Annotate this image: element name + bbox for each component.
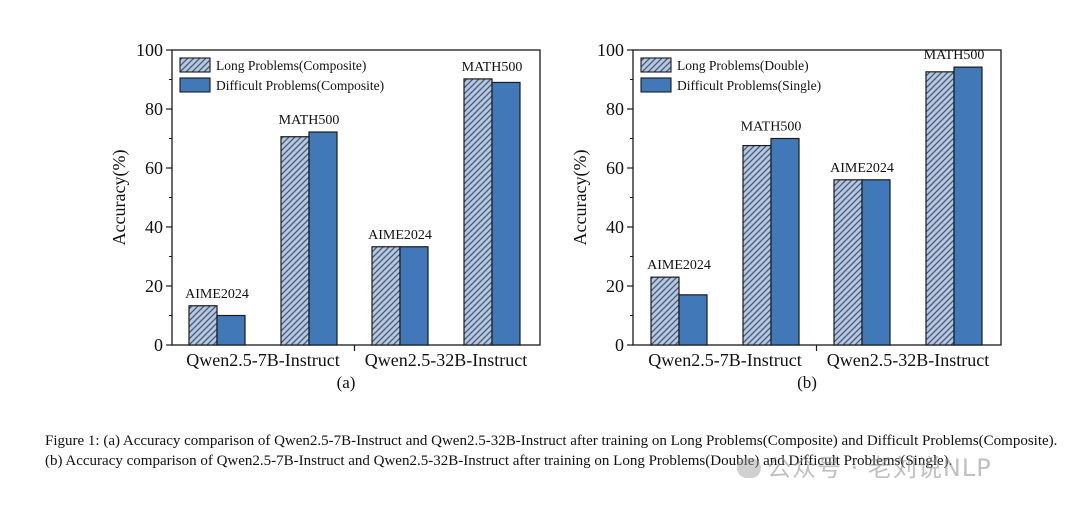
legend-swatch-hatched xyxy=(640,57,672,73)
bar-solid xyxy=(953,66,983,346)
y-tick-label: 60 xyxy=(145,158,163,178)
category-label: AIME2024 xyxy=(185,287,249,302)
chart-panel-b: 0 20 40 60 80 100 Accuracy(%) AIME2024 MATH500 AI… xyxy=(570,40,1002,392)
category-label: AIME2024 xyxy=(830,161,894,176)
x-group-label: Qwen2.5-32B-Instruct xyxy=(365,350,527,370)
category-label: MATH500 xyxy=(741,120,802,135)
category-label: MATH500 xyxy=(279,113,340,128)
y-tick-label: 20 xyxy=(606,276,624,296)
bar-solid xyxy=(678,294,708,346)
bar-hatched xyxy=(463,78,493,346)
legend-swatch-solid xyxy=(179,77,211,93)
y-tick-label: 20 xyxy=(145,276,163,296)
watermark-text: 公众号 · 老刘说NLP xyxy=(767,454,992,482)
x-group-label: Qwen2.5-32B-Instruct xyxy=(827,350,989,370)
y-tick-label: 100 xyxy=(597,40,624,60)
category-label: MATH500 xyxy=(924,48,985,63)
y-tick-label: 40 xyxy=(606,217,624,237)
category-label: AIME2024 xyxy=(647,258,711,273)
y-axis-label: Accuracy(%) xyxy=(109,150,130,246)
figure-caption: Figure 1: (a) Accuracy comparison of Qwe… xyxy=(45,433,1058,469)
panel-label: (a) xyxy=(337,373,356,392)
category-label: MATH500 xyxy=(462,60,523,75)
panel-label: (b) xyxy=(797,373,817,392)
y-tick-label: 100 xyxy=(136,40,163,60)
y-tick-label: 80 xyxy=(145,99,163,119)
bar-solid xyxy=(770,137,800,346)
y-tick-label: 40 xyxy=(145,217,163,237)
y-tick-label: 0 xyxy=(154,335,163,355)
legend-label: Long Problems(Composite) xyxy=(216,58,366,73)
x-group-label: Qwen2.5-7B-Instruct xyxy=(648,350,801,370)
bar-hatched xyxy=(280,136,310,346)
legend-label: Long Problems(Double) xyxy=(677,58,809,73)
bar-solid xyxy=(861,179,891,346)
x-group-label: Qwen2.5-7B-Instruct xyxy=(186,350,339,370)
y-axis-label: Accuracy(%) xyxy=(570,150,591,246)
category-label: AIME2024 xyxy=(368,228,432,243)
bar-solid xyxy=(308,131,338,346)
watermark: 公众号 · 老刘说NLP xyxy=(737,448,992,483)
wechat-logo-icon xyxy=(737,458,761,478)
y-tick-label: 80 xyxy=(606,99,624,119)
bar-hatched xyxy=(188,305,218,346)
bar-hatched xyxy=(742,144,772,346)
bar-hatched xyxy=(925,71,955,346)
legend-label: Difficult Problems(Composite) xyxy=(216,78,384,93)
bar-solid xyxy=(491,81,521,346)
figure: 0 20 40 60 80 100 Accuracy(%) AIME2024 MATH500 AI… xyxy=(109,40,1002,392)
bar-hatched xyxy=(833,179,863,346)
bar-hatched xyxy=(371,246,401,346)
figure-charts: 0 20 40 60 80 100 Accuracy(%) AIME2024 MATH500 AI… xyxy=(109,40,1002,392)
legend-swatch-hatched xyxy=(179,57,211,73)
legend-swatch-solid xyxy=(640,77,672,93)
y-tick-label: 0 xyxy=(615,335,624,355)
y-tick-label: 60 xyxy=(606,158,624,178)
bar-solid xyxy=(216,314,246,346)
chart-panel-a: 0 20 40 60 80 100 Accuracy(%) AIME2024 MATH500 AI… xyxy=(109,40,541,392)
legend-label: Difficult Problems(Single) xyxy=(677,78,821,93)
bar-solid xyxy=(399,246,429,346)
bar-hatched xyxy=(650,276,680,346)
